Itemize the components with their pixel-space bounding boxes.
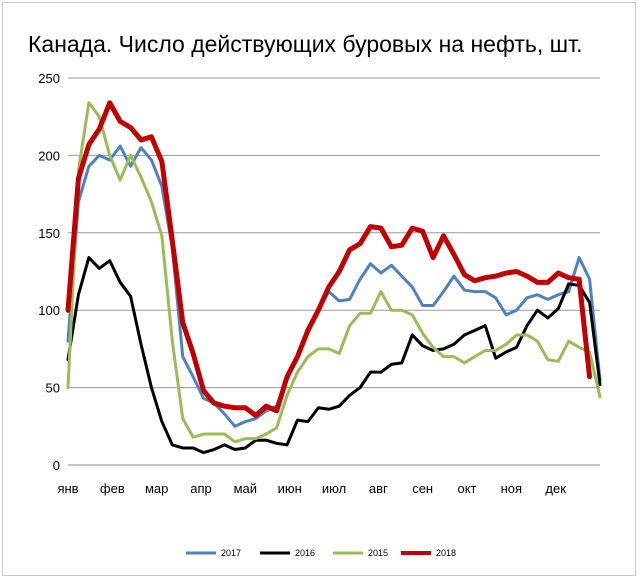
legend-label: 2017 bbox=[221, 548, 241, 558]
x-tick-label: авг bbox=[369, 481, 388, 496]
series-line-2017 bbox=[66, 144, 602, 428]
x-tick-label: апр bbox=[190, 481, 212, 496]
legend-label: 2015 bbox=[368, 548, 388, 558]
legend: 2017 2016 2015 2018 bbox=[186, 548, 456, 558]
legend-label: 2018 bbox=[436, 548, 456, 558]
x-tick-label: дек bbox=[545, 481, 566, 496]
x-axis-ticks: янв фев мар апр май июн июл авг сен окт ноя дек bbox=[57, 481, 566, 496]
legend-label: 2016 bbox=[295, 548, 315, 558]
series-line-2018 bbox=[65, 100, 593, 418]
y-tick-label: 50 bbox=[46, 381, 60, 396]
x-tick-label: май bbox=[234, 481, 257, 496]
x-tick-label: фев bbox=[100, 481, 125, 496]
x-tick-label: мар bbox=[145, 481, 168, 496]
series-line-2015 bbox=[66, 101, 602, 444]
x-tick-label: июл bbox=[322, 481, 346, 496]
x-tick-label: сен bbox=[412, 481, 433, 496]
y-tick-label: 150 bbox=[38, 226, 60, 241]
y-tick-label: 250 bbox=[38, 71, 60, 86]
y-tick-label: 200 bbox=[38, 148, 60, 163]
x-tick-label: окт bbox=[457, 481, 476, 496]
x-tick-label: июн bbox=[278, 481, 302, 496]
series-line-2016 bbox=[66, 256, 602, 455]
x-tick-label: янв bbox=[57, 481, 78, 496]
x-tick-label: ноя bbox=[501, 481, 522, 496]
y-axis-ticks: 0 50 100 150 200 250 bbox=[38, 71, 60, 473]
y-tick-label: 0 bbox=[53, 458, 60, 473]
y-tick-label: 100 bbox=[38, 303, 60, 318]
chart-title: Канада. Число действующих буровых на неф… bbox=[28, 31, 582, 57]
series-layer bbox=[65, 100, 602, 455]
